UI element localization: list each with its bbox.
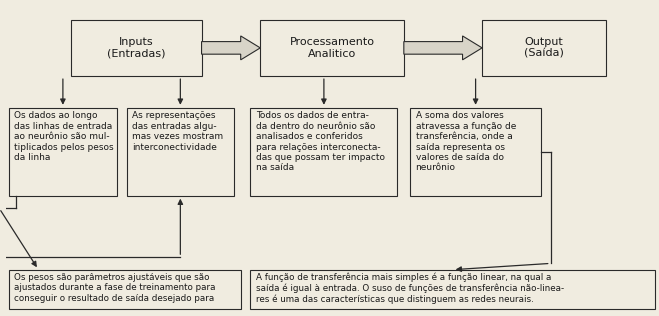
FancyBboxPatch shape xyxy=(250,270,655,309)
FancyBboxPatch shape xyxy=(9,270,241,309)
Text: Inputs
(Entradas): Inputs (Entradas) xyxy=(107,37,165,59)
Text: A função de transferência mais simples é a função linear, na qual a
saída é igua: A função de transferência mais simples é… xyxy=(256,273,564,304)
Text: Processamento
Analitico: Processamento Analitico xyxy=(289,37,374,59)
FancyBboxPatch shape xyxy=(127,108,234,196)
Text: As representações
das entradas algu-
mas vezes mostram
interconectividade: As representações das entradas algu- mas… xyxy=(132,112,223,152)
Polygon shape xyxy=(404,36,482,60)
FancyBboxPatch shape xyxy=(260,20,404,76)
Text: Os pesos são parâmetros ajustáveis que são
ajustados durante a fase de treinamen: Os pesos são parâmetros ajustáveis que s… xyxy=(14,273,215,303)
Polygon shape xyxy=(202,36,260,60)
Text: Todos os dados de entra-
da dentro do neurônio são
analisados e conferidos
para : Todos os dados de entra- da dentro do ne… xyxy=(256,112,385,173)
FancyBboxPatch shape xyxy=(71,20,202,76)
FancyBboxPatch shape xyxy=(411,108,541,196)
Text: Output
(Saída): Output (Saída) xyxy=(524,37,564,59)
FancyBboxPatch shape xyxy=(250,108,397,196)
FancyBboxPatch shape xyxy=(482,20,606,76)
Text: Os dados ao longo
das linhas de entrada
ao neurônio são mul-
tiplicados pelos pe: Os dados ao longo das linhas de entrada … xyxy=(14,112,114,162)
Text: A soma dos valores
atravessa a função de
transferência, onde a
saída representa : A soma dos valores atravessa a função de… xyxy=(416,112,516,173)
FancyBboxPatch shape xyxy=(9,108,117,196)
